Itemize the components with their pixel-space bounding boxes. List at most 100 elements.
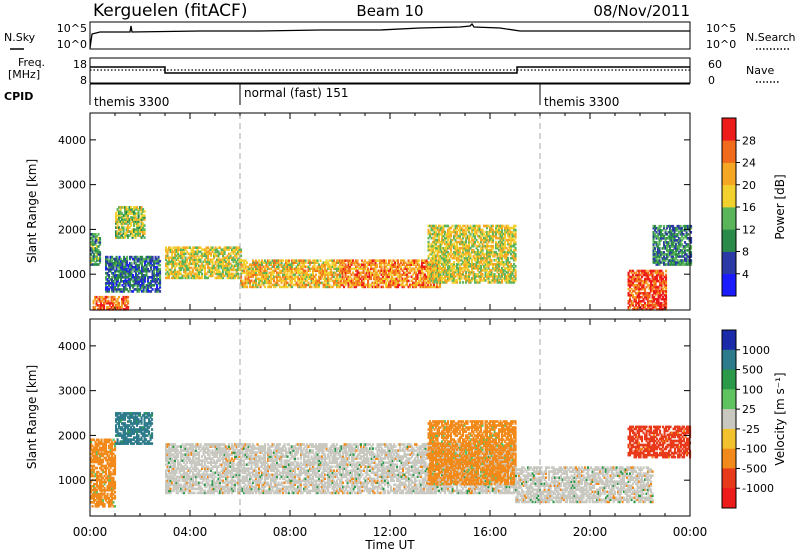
power-echo-cell [484,230,487,234]
power-echo-cell [382,271,385,275]
power-echo-cell [231,256,234,260]
power-echo-cell [214,254,217,258]
power-echo-cell [300,271,303,275]
power-echo-cell [124,295,127,299]
power-echo-cell [121,276,124,279]
power-echo-cell [133,230,136,233]
power-echo-cell [382,261,385,264]
power-echo-cell [93,233,96,236]
power-echo-cell [175,254,178,258]
power-echo-cell [177,252,180,256]
power-echo-cell [669,253,672,256]
velocity-echo-cell [93,501,96,504]
power-echo-cell [642,297,645,301]
power-echo-cell [139,218,142,221]
power-echo-cell [244,281,247,285]
power-echo-cell [629,306,632,309]
power-echo-cell [277,271,280,275]
power-echo-cell [444,265,447,268]
power-echo-cell [121,261,124,265]
velocity-echo-cell [93,460,96,464]
power-echo-cell [178,254,181,258]
power-echo-cell [124,297,127,301]
velocity-echo-cell [90,440,93,444]
power-echo-cell [392,265,395,269]
power-echo-cell [466,267,469,270]
power-echo-cell [291,285,294,289]
power-echo-cell [315,259,318,262]
power-echo-cell [256,283,259,287]
power-echo-cell [192,270,195,274]
power-echo-cell [477,228,480,232]
power-echo-cell [397,261,400,264]
power-echo-cell [325,261,328,264]
power-echo-cell [490,238,493,242]
power-echo-cell [508,230,511,234]
power-echo-cell [679,243,682,246]
power-echo-cell [429,234,432,238]
power-echo-cell [508,265,511,268]
power-echo-cell [427,244,430,248]
power-echo-cell [663,299,666,303]
power-echo-cell [641,299,644,303]
power-echo-cell [465,250,468,254]
power-echo-cell [650,281,653,285]
velocity-echo-cell [90,495,93,498]
power-echo-cell [330,265,333,269]
power-echo-cell [511,234,514,238]
velocity-echo-cell [91,497,94,500]
power-echo-cell [99,237,102,240]
power-echo-cell [115,222,118,225]
noise-sky-trace [89,22,690,49]
power-xticks [89,113,691,310]
power-echo-cell [645,279,648,283]
power-echo-cell [459,265,462,268]
power-echo-cell [122,230,125,233]
power-echo-cell [339,273,342,277]
power-echo-cell [478,265,481,268]
power-echo-cell [489,252,492,256]
power-echo-cell [676,249,679,252]
power-echo-cell [324,269,327,273]
power-echo-cell [454,271,457,274]
power-echo-cell [346,279,349,283]
power-echo-cell [386,263,389,266]
power-echo-cell [107,295,110,299]
power-echo-cell [654,229,657,232]
power-echo-cell [261,275,264,279]
power-echo-cell [247,267,250,271]
power-echo-cell [365,277,368,281]
power-echo-cell [277,283,280,287]
power-echo-cell [106,299,109,303]
power-echo-cell [442,234,445,238]
power-echo-cell [274,263,277,266]
power-echo-cell [469,224,472,228]
power-echo-cell [633,297,636,301]
power-echo-cell [262,269,265,273]
power-echo-cell [441,263,444,266]
power-echo-cell [210,268,213,272]
power-echo-cell [121,271,124,275]
power-echo-cell [169,256,172,260]
power-echo-cell [252,281,255,285]
power-echo-cell [151,280,154,283]
power-echo-cell [285,283,288,287]
power-echo-cell [237,252,240,256]
power-echo-cell [445,240,448,244]
power-echo-cell [453,281,456,284]
power-echo-cell [168,268,171,272]
power-echo-cell [513,242,516,246]
power-echo-cell [134,232,137,235]
power-echo-cell [223,258,226,262]
power-echo-cell [226,264,229,268]
power-echo-cell [433,277,436,280]
power-echo-cell [309,285,312,289]
power-echo-cell [663,259,666,262]
power-echo-cell [237,262,240,266]
power-echo-cell [651,283,654,287]
power-echo-cell [385,265,388,269]
power-echo-cell [220,276,223,280]
power-echo-cell [120,263,123,267]
power-echo-cell [94,261,97,264]
power-echo-cell [648,273,651,277]
